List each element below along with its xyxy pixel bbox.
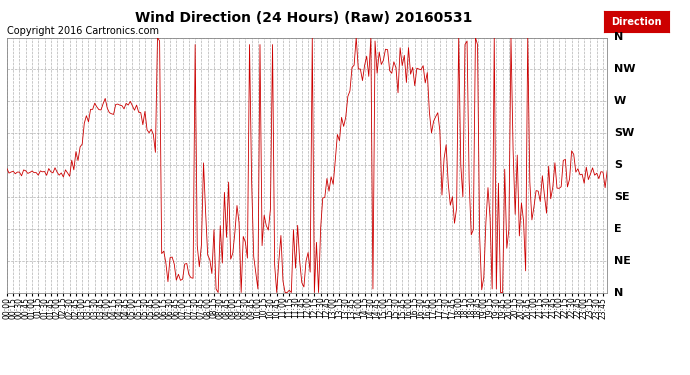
Text: S: S [614, 160, 622, 170]
Text: SE: SE [614, 192, 630, 202]
Text: N: N [614, 33, 623, 42]
Text: E: E [614, 224, 622, 234]
Text: Wind Direction (24 Hours) (Raw) 20160531: Wind Direction (24 Hours) (Raw) 20160531 [135, 11, 472, 25]
Text: Copyright 2016 Cartronics.com: Copyright 2016 Cartronics.com [7, 26, 159, 36]
Text: W: W [614, 96, 627, 106]
Text: NE: NE [614, 256, 631, 266]
Text: Direction: Direction [611, 16, 662, 27]
Text: N: N [614, 288, 623, 297]
Text: NW: NW [614, 64, 635, 74]
Text: SW: SW [614, 128, 634, 138]
